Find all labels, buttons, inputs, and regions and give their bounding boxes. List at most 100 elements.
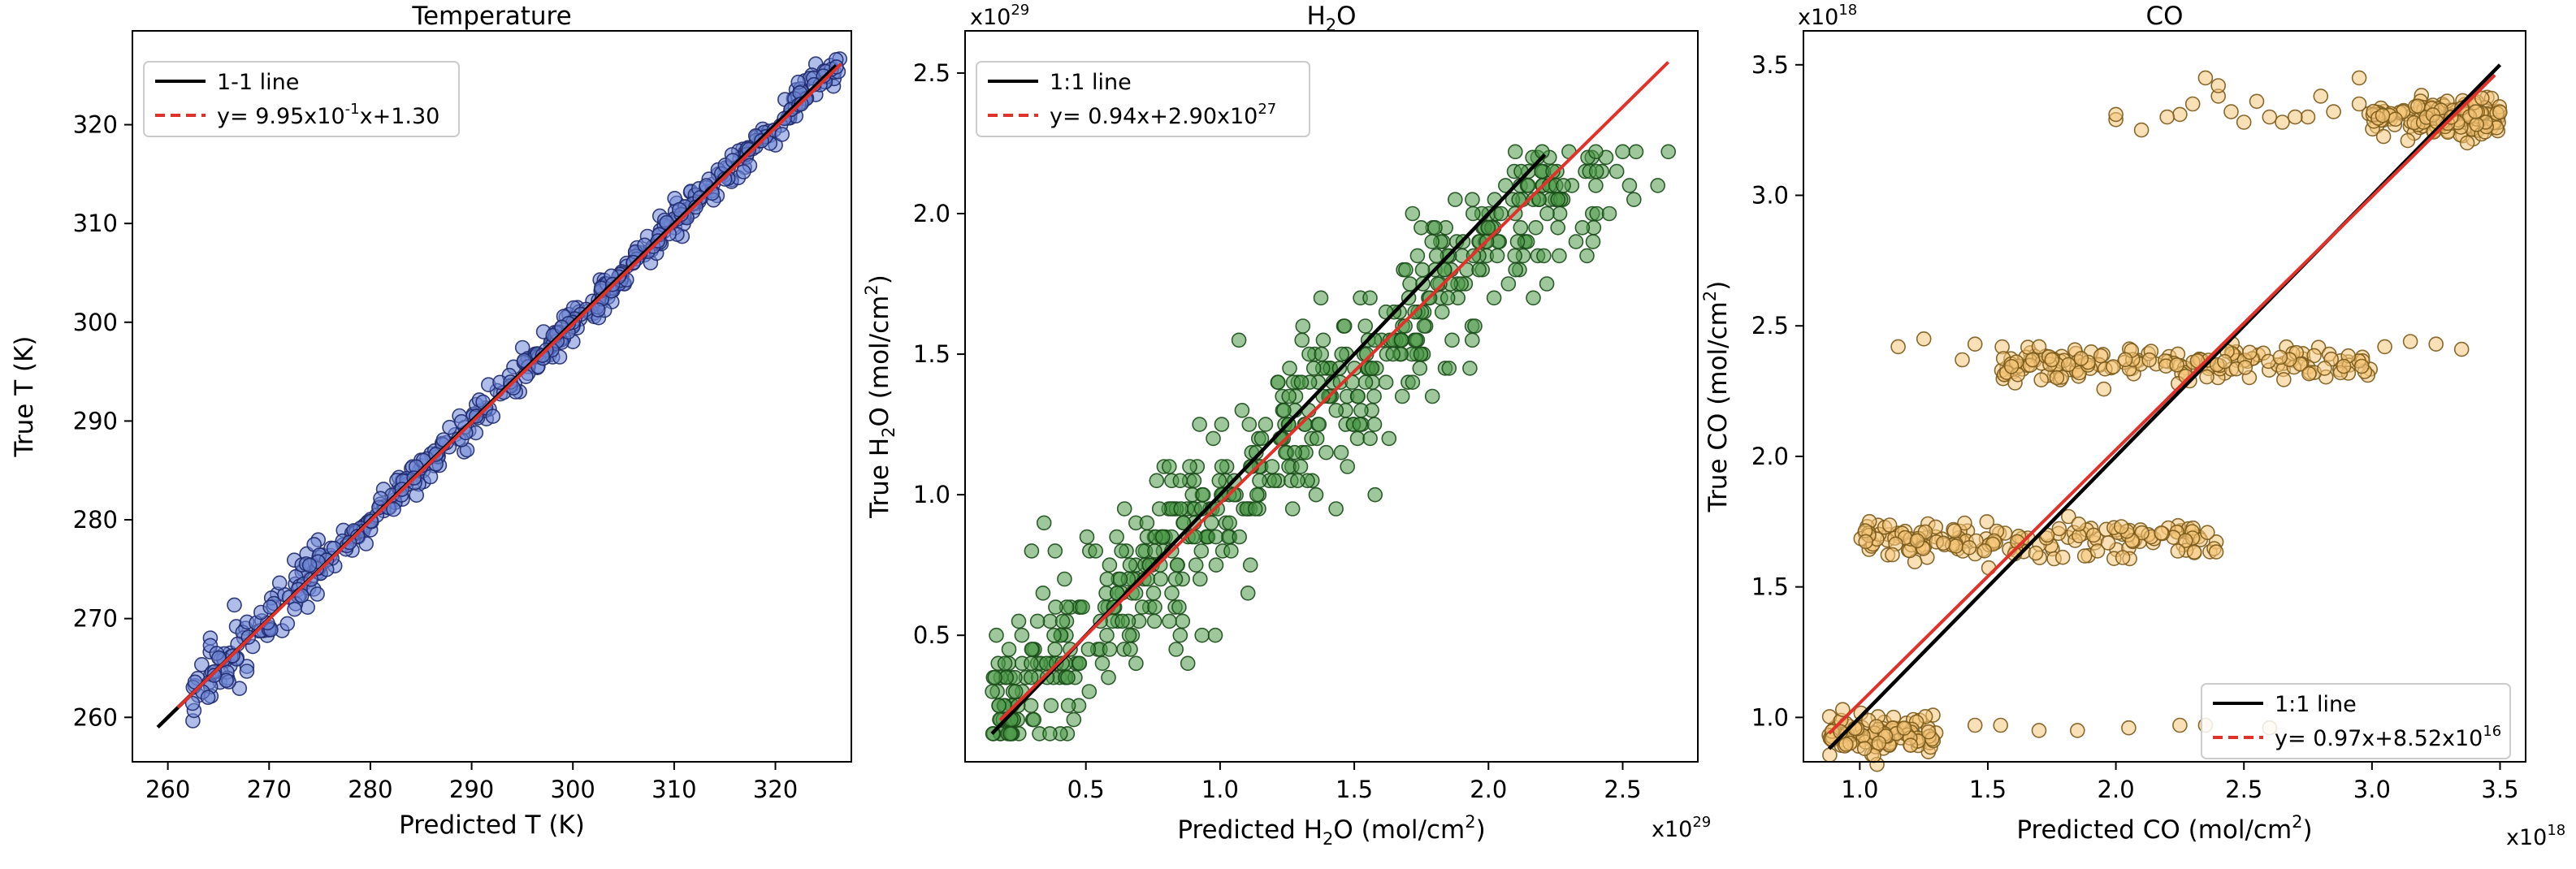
scatter-point xyxy=(1334,346,1350,362)
legend: 1:1 line y= 0.94x+2.90x1027 xyxy=(976,61,1310,137)
scatter-point xyxy=(1134,599,1150,615)
scatter-point xyxy=(1318,444,1334,460)
scatter-point xyxy=(1167,571,1184,587)
scatter-point xyxy=(774,127,790,142)
legend-identity-label: 1-1 line xyxy=(217,70,299,95)
scatter-point xyxy=(1270,374,1286,391)
y-tick-label: 260 xyxy=(73,703,118,731)
scatter-point xyxy=(227,597,242,613)
fit-line xyxy=(176,63,842,709)
scatter-point xyxy=(1294,332,1310,348)
scatter-point xyxy=(1102,642,1118,657)
scatter-point xyxy=(1333,444,1349,460)
scatter-point xyxy=(1834,702,1851,718)
scatter-point xyxy=(2377,339,2392,355)
scatter-point xyxy=(1428,248,1444,264)
scatter-point xyxy=(1194,627,1210,643)
scatter-point xyxy=(1047,642,1063,657)
scatter-point xyxy=(1057,571,1072,587)
scatter-point xyxy=(985,684,1000,699)
scatter-point xyxy=(2154,525,2169,541)
scatter-point xyxy=(1123,642,1138,657)
scatter-point xyxy=(2113,519,2129,534)
scatter-point xyxy=(2210,78,2227,93)
scatter-point xyxy=(1405,205,1421,222)
scatter-point xyxy=(1035,585,1051,601)
scatter-point xyxy=(1650,178,1666,193)
scatter-point xyxy=(2076,548,2093,564)
scatter-point xyxy=(1207,627,1223,643)
scatter-point xyxy=(2272,349,2288,365)
scatter-point xyxy=(1588,163,1604,179)
legend-fit-label: y= 0.97x+8.52x1016 xyxy=(2275,723,2501,751)
scatter-point xyxy=(232,681,248,697)
scatter-point xyxy=(1011,613,1027,629)
scatter-point xyxy=(2133,122,2150,138)
scatter-point xyxy=(1276,402,1292,418)
scatter-point xyxy=(1155,529,1171,545)
scatter-point xyxy=(2073,351,2089,366)
scatter-point xyxy=(1162,459,1177,474)
x-tick-label: 1.0 xyxy=(1841,776,1878,803)
chart-title: CO xyxy=(2145,2,2183,31)
scatter-point xyxy=(1287,444,1302,460)
scatter-point xyxy=(1856,741,1872,757)
scatter-point xyxy=(279,616,296,632)
scatter-point xyxy=(1838,737,1854,752)
scatter-point xyxy=(1081,684,1098,699)
scatter-point xyxy=(1440,290,1456,306)
scatter-point xyxy=(2208,544,2224,560)
scatter-point xyxy=(1151,501,1167,517)
y-tick-label: 2.5 xyxy=(913,59,950,87)
scatter-point xyxy=(1436,262,1453,278)
scatter-point xyxy=(1206,430,1221,447)
x-tick-label: 1.0 xyxy=(1201,776,1239,803)
scatter-point xyxy=(1024,655,1039,672)
scatter-point xyxy=(211,650,227,666)
scatter-point xyxy=(1094,655,1110,672)
scatter-point xyxy=(1509,234,1526,249)
scatter-point xyxy=(1314,346,1330,362)
y-tick-label: 280 xyxy=(73,506,118,534)
y-tick-label: 0.5 xyxy=(913,621,950,649)
scatter-point xyxy=(1295,318,1311,334)
y-tick-label: 300 xyxy=(73,309,118,336)
scatter-point xyxy=(1364,361,1380,376)
scatter-point xyxy=(1293,374,1310,391)
scatter-point xyxy=(1029,613,1046,629)
scatter-point xyxy=(1145,585,1162,601)
scatter-point xyxy=(1408,332,1424,348)
y-ticks: 0.5 1.0 1.5 2.0 2.5 xyxy=(913,59,965,649)
scatter-point xyxy=(1292,459,1309,474)
scatter-point xyxy=(2071,516,2087,532)
scatter-point xyxy=(1574,220,1591,236)
scatter-point xyxy=(1409,248,1426,264)
x-tick-label: 3.0 xyxy=(2353,776,2391,803)
scatter-point xyxy=(2031,723,2047,738)
scatter-point xyxy=(2121,720,2137,736)
scatter-point xyxy=(1465,192,1480,207)
scatter-point xyxy=(1173,501,1189,517)
plot-frame xyxy=(1803,30,2526,763)
scatter-point xyxy=(1531,192,1548,207)
scatter-point xyxy=(1308,486,1324,503)
scatter-point xyxy=(1101,669,1116,685)
scatter-point xyxy=(1024,543,1040,559)
fit-lines xyxy=(1827,63,2502,750)
scatter-point xyxy=(2197,70,2214,86)
scatter-point xyxy=(2400,132,2416,149)
scatter-point xyxy=(590,302,606,318)
scatter-point xyxy=(1002,726,1018,741)
scatter-point xyxy=(1211,473,1227,489)
x-tick-label: 2.5 xyxy=(1604,776,1641,803)
scatter-point xyxy=(373,491,388,507)
scatter-point xyxy=(1628,144,1644,160)
scatter-point xyxy=(1281,388,1297,404)
scatter-point xyxy=(1258,417,1274,432)
scatter-point xyxy=(1589,205,1605,222)
scatter-point xyxy=(1313,290,1329,306)
scatter-point xyxy=(1896,720,1912,736)
scatter-point xyxy=(1444,332,1460,348)
y-offset-label: x1018 xyxy=(1798,2,1857,30)
